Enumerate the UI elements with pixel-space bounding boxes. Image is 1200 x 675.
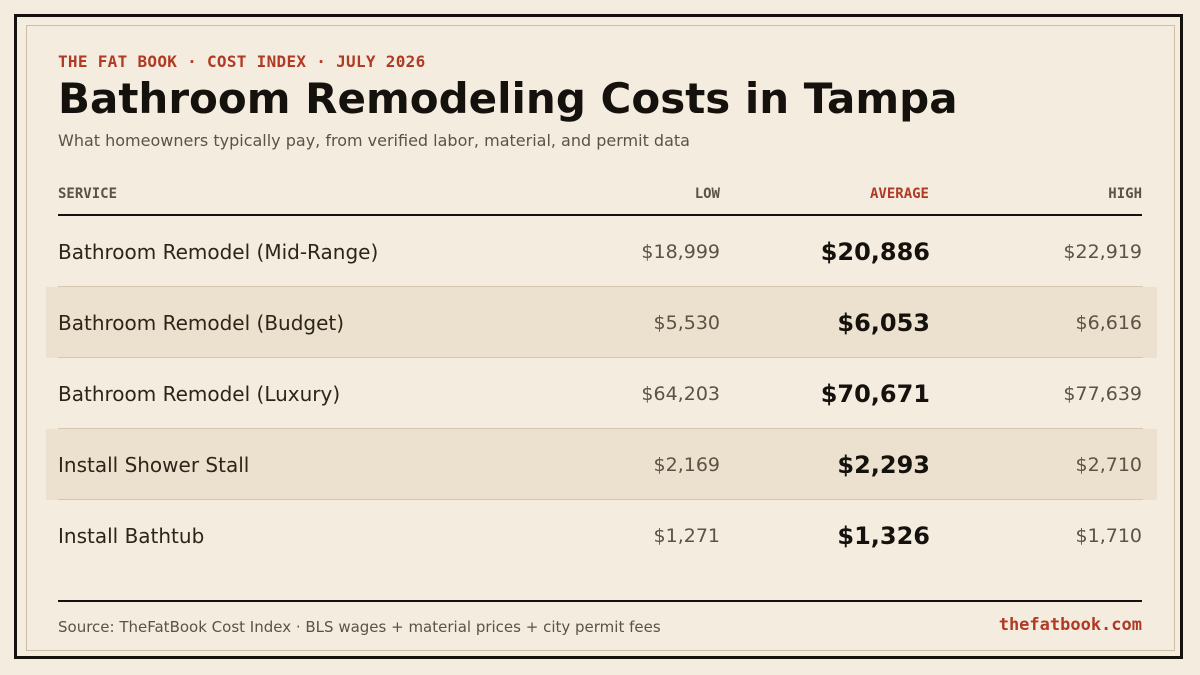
inner-border xyxy=(26,25,1175,651)
average-cost: $20,886 xyxy=(820,238,930,266)
low-cost: $18,999 xyxy=(641,241,720,263)
cost-table: Bathroom Remodel (Mid-Range) $18,999 $20… xyxy=(46,216,1157,571)
average-cost: $1,326 xyxy=(837,522,930,550)
outer-border xyxy=(14,14,1183,659)
column-header-low: LOW xyxy=(694,186,720,202)
row-divider xyxy=(58,357,1143,358)
average-cost: $2,293 xyxy=(837,451,930,479)
average-cost: $70,671 xyxy=(820,380,930,408)
low-cost: $1,271 xyxy=(653,525,720,547)
page-subtitle: What homeowners typically pay, from veri… xyxy=(58,131,690,150)
eyebrow-label: THE FAT BOOK · COST INDEX · JULY 2026 xyxy=(58,52,426,71)
low-cost: $64,203 xyxy=(641,383,720,405)
low-cost: $2,169 xyxy=(653,454,720,476)
high-cost: $2,710 xyxy=(1075,454,1142,476)
service-name: Install Bathtub xyxy=(58,524,205,548)
site-link[interactable]: thefatbook.com xyxy=(998,615,1142,635)
high-cost: $22,919 xyxy=(1063,241,1142,263)
row-divider xyxy=(58,428,1143,429)
high-cost: $1,710 xyxy=(1075,525,1142,547)
footer-divider xyxy=(58,600,1142,602)
table-header: SERVICE LOW AVERAGE HIGH xyxy=(58,186,1142,208)
header-divider xyxy=(58,214,1142,216)
row-divider xyxy=(58,286,1143,287)
high-cost: $77,639 xyxy=(1063,383,1142,405)
high-cost: $6,616 xyxy=(1075,312,1142,334)
table-row: Bathroom Remodel (Mid-Range) $18,999 $20… xyxy=(46,216,1157,287)
table-row: Bathroom Remodel (Budget) $5,530 $6,053 … xyxy=(46,287,1157,358)
row-divider xyxy=(58,499,1143,500)
service-name: Install Shower Stall xyxy=(58,453,250,477)
source-note: Source: TheFatBook Cost Index · BLS wage… xyxy=(58,618,661,636)
column-header-average: AVERAGE xyxy=(869,186,929,202)
column-header-service: SERVICE xyxy=(58,186,118,202)
service-name: Bathroom Remodel (Mid-Range) xyxy=(58,240,379,264)
table-row: Install Shower Stall $2,169 $2,293 $2,71… xyxy=(46,429,1157,500)
average-cost: $6,053 xyxy=(837,309,930,337)
table-row: Install Bathtub $1,271 $1,326 $1,710 xyxy=(46,500,1157,571)
column-header-high: HIGH xyxy=(1108,186,1142,202)
low-cost: $5,530 xyxy=(653,312,720,334)
service-name: Bathroom Remodel (Budget) xyxy=(58,311,345,335)
table-row: Bathroom Remodel (Luxury) $64,203 $70,67… xyxy=(46,358,1157,429)
service-name: Bathroom Remodel (Luxury) xyxy=(58,382,341,406)
page-title: Bathroom Remodeling Costs in Tampa xyxy=(58,74,958,123)
